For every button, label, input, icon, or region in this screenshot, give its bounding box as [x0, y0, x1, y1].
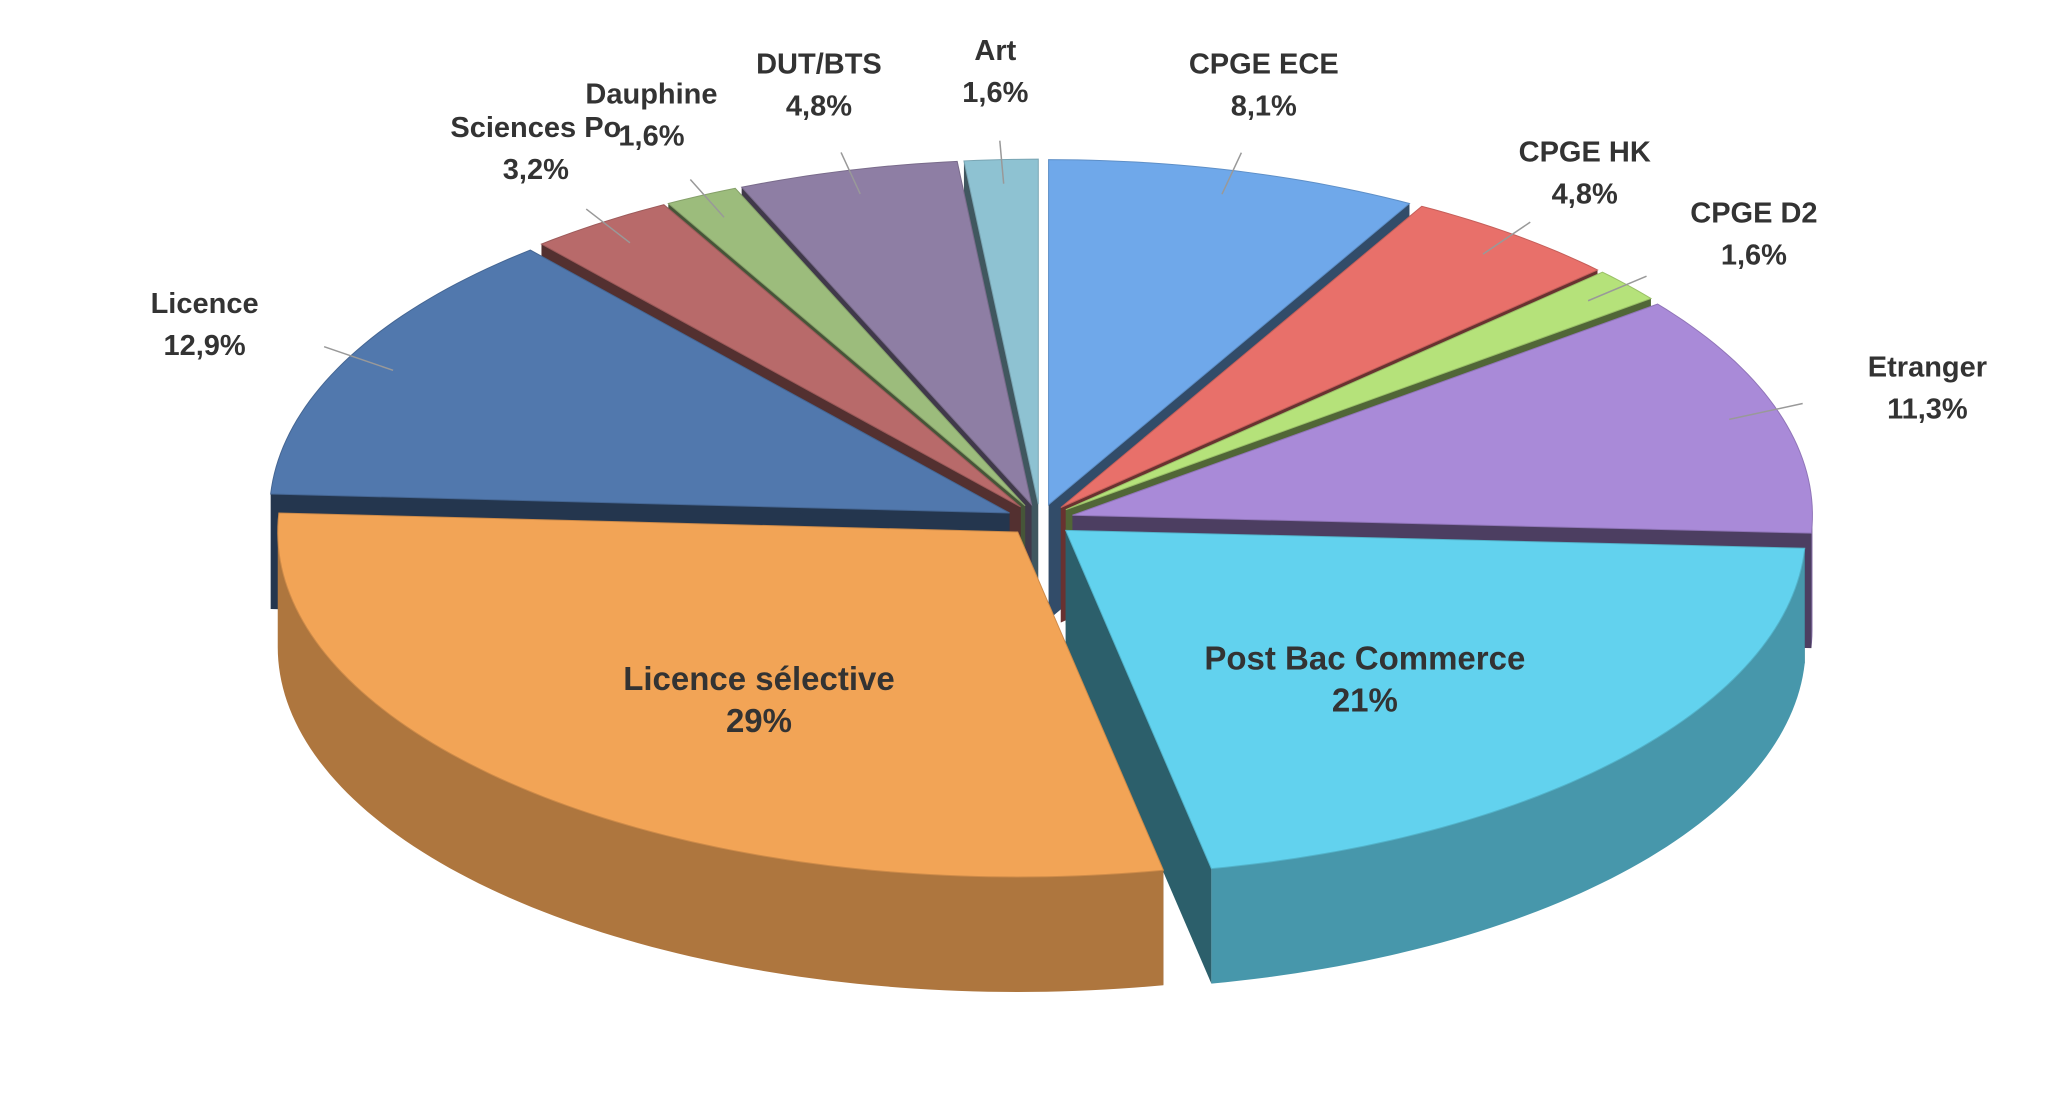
pie-slice — [1065, 271, 1653, 511]
slice-value: 21% — [1332, 681, 1398, 718]
slice-label: Licence sélective — [623, 660, 895, 697]
slice-value: 3,2% — [503, 154, 569, 186]
pie-slice — [277, 512, 1165, 878]
slice-label: CPGE D2 — [1690, 197, 1817, 229]
leader-line — [1587, 275, 1647, 302]
leader-line — [1221, 152, 1243, 195]
leader-line — [999, 140, 1005, 184]
slice-value: 1,6% — [962, 77, 1028, 109]
slice-value: 12,9% — [163, 330, 245, 362]
pie-slice — [1060, 205, 1599, 508]
slice-label: Licence — [151, 288, 259, 320]
slice-label: DUT/BTS — [756, 48, 882, 80]
slice-label: Dauphine — [585, 79, 717, 111]
leader-line — [585, 208, 631, 244]
slice-value: 4,8% — [1552, 179, 1618, 211]
slice — [1064, 529, 1806, 984]
slice-rim — [1211, 548, 1805, 984]
slice-label: Art — [974, 35, 1016, 67]
slice-rim — [277, 531, 1164, 992]
slice-value: 1,6% — [618, 121, 684, 153]
slice-value: 1,6% — [1721, 239, 1787, 271]
slice-value: 11,3% — [1887, 394, 1968, 426]
slice-label: Sciences Po — [450, 112, 621, 144]
slice — [277, 512, 1165, 992]
pie-slice — [1064, 529, 1806, 870]
slice-value: 29% — [726, 702, 792, 739]
pie-slice — [740, 160, 1033, 507]
pie-slice — [667, 187, 1026, 507]
leader-line — [840, 152, 861, 195]
slice-label: CPGE ECE — [1189, 49, 1339, 81]
leader-line — [1729, 402, 1803, 421]
slice-side — [1065, 530, 1212, 984]
leader-line — [1482, 221, 1531, 255]
slice-value: 4,8% — [786, 90, 852, 122]
pie-slice — [270, 249, 1010, 514]
slice-label: CPGE HK — [1519, 137, 1651, 169]
pie-slice — [1072, 303, 1813, 534]
pie-slice — [540, 204, 1022, 508]
slice-label: Post Bac Commerce — [1204, 639, 1525, 676]
pie-slice — [1048, 159, 1411, 506]
leader-line — [323, 345, 394, 372]
slice-rim — [1811, 515, 1813, 649]
slice-label: Etranger — [1868, 352, 1987, 384]
leader-line — [689, 178, 725, 218]
slice-value: 8,1% — [1231, 91, 1297, 123]
